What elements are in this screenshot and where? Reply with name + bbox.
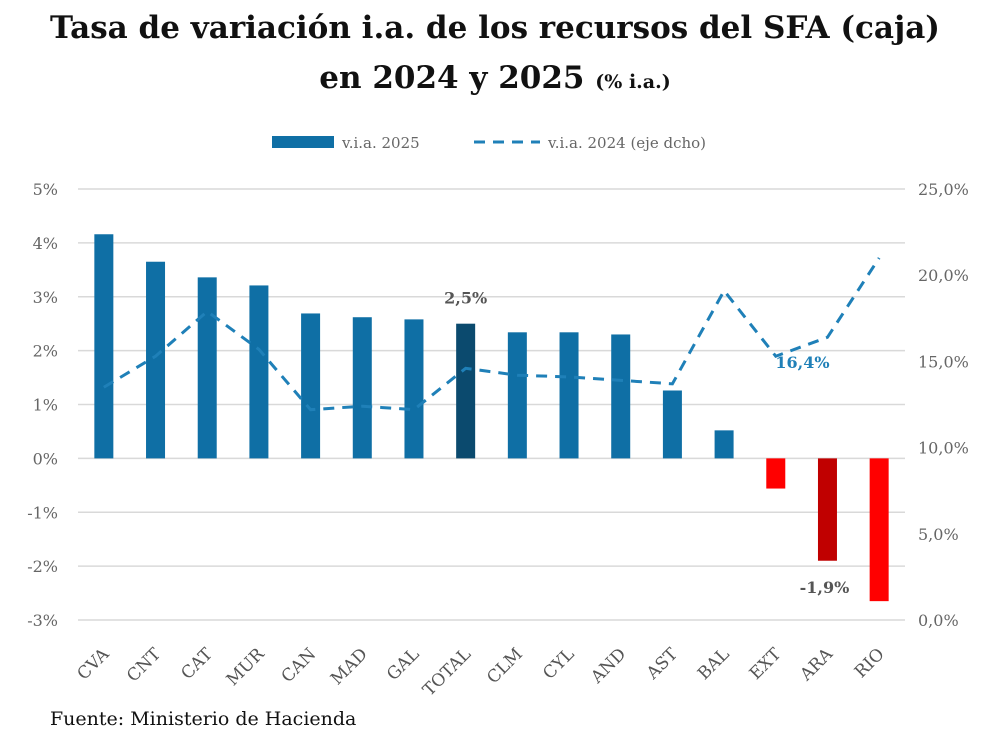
category-label: EXT bbox=[746, 644, 786, 684]
category-label: CVA bbox=[73, 644, 113, 684]
left-tick-label: 5% bbox=[33, 180, 58, 199]
category-label: MUR bbox=[223, 644, 269, 690]
category-label: CYL bbox=[539, 644, 578, 683]
category-label: BAL bbox=[694, 644, 734, 684]
data-label-total: 2,5% bbox=[444, 289, 487, 308]
data-label-ara-2025: -1,9% bbox=[800, 578, 850, 597]
legend-label-bar: v.i.a. 2025 bbox=[341, 134, 420, 152]
bar-clm bbox=[507, 332, 527, 459]
bar-total bbox=[456, 323, 476, 459]
bar-mur bbox=[249, 285, 269, 459]
bar-and bbox=[611, 334, 631, 459]
category-label: AND bbox=[587, 644, 631, 688]
right-tick-label: 0,0% bbox=[918, 611, 959, 630]
legend-swatch-bar bbox=[272, 136, 334, 148]
category-label: ARA bbox=[796, 644, 838, 686]
line-series-2024 bbox=[103, 257, 881, 412]
bar-mad bbox=[352, 317, 372, 459]
bar-cnt bbox=[146, 261, 166, 459]
chart-title: Tasa de variación i.a. de los recursos d… bbox=[50, 10, 940, 46]
data-label-ara-2024: 16,4% bbox=[775, 353, 829, 372]
chart-subtitle: (% i.a.) bbox=[595, 71, 671, 93]
source-note: Fuente: Ministerio de Hacienda bbox=[50, 708, 357, 730]
bar-cat bbox=[197, 277, 217, 459]
category-label: MAD bbox=[327, 644, 372, 689]
category-label: AST bbox=[642, 644, 682, 684]
bar-can bbox=[301, 313, 321, 459]
bar-ara bbox=[817, 458, 837, 561]
left-tick-label: 1% bbox=[33, 396, 58, 415]
category-label: CLM bbox=[483, 644, 527, 688]
left-tick-label: -1% bbox=[27, 503, 58, 522]
bar-bal bbox=[714, 430, 734, 459]
right-tick-label: 10,0% bbox=[918, 439, 969, 458]
bar-gal bbox=[404, 319, 424, 459]
category-label: CAN bbox=[278, 644, 321, 687]
category-label: TOTAL bbox=[419, 644, 475, 700]
legend-label-line: v.i.a. 2024 (eje dcho) bbox=[547, 134, 706, 152]
left-tick-label: -2% bbox=[27, 557, 58, 576]
left-tick-label: -3% bbox=[27, 611, 58, 630]
bar-cva bbox=[94, 234, 114, 459]
right-tick-label: 15,0% bbox=[918, 352, 969, 371]
category-label: RIO bbox=[851, 644, 889, 682]
right-tick-label: 20,0% bbox=[918, 266, 969, 285]
category-label: GAL bbox=[383, 644, 423, 684]
category-label: CNT bbox=[123, 644, 165, 686]
bar-cyl bbox=[559, 332, 579, 459]
category-label: CAT bbox=[177, 644, 217, 684]
right-tick-label: 25,0% bbox=[918, 180, 969, 199]
chart-title-line2: en 2024 y 2025 (% i.a.) bbox=[0, 56, 990, 104]
bar-rio bbox=[869, 458, 889, 602]
left-tick-label: 0% bbox=[33, 449, 58, 468]
bar-ast bbox=[662, 390, 682, 459]
left-tick-label: 3% bbox=[33, 288, 58, 307]
left-tick-label: 4% bbox=[33, 234, 58, 253]
chart-title-line2-text: en 2024 y 2025 bbox=[319, 60, 585, 96]
right-tick-label: 5,0% bbox=[918, 525, 959, 544]
left-tick-label: 2% bbox=[33, 342, 58, 361]
bar-ext bbox=[766, 458, 786, 489]
